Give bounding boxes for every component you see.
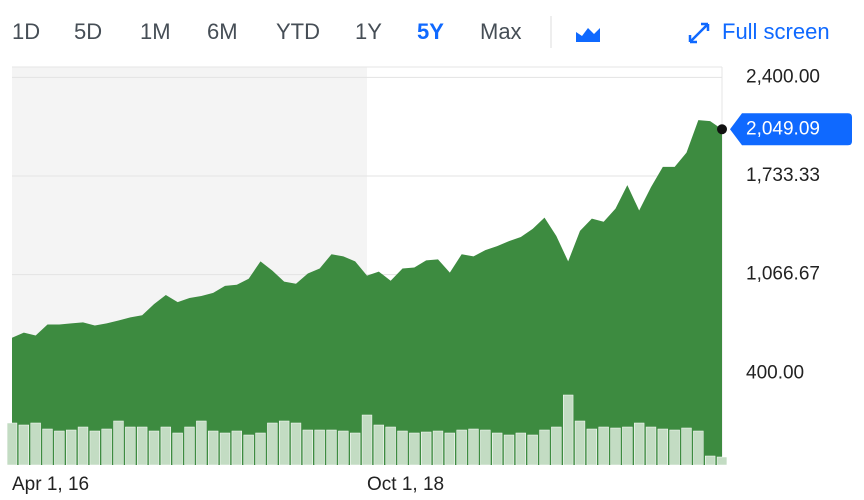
volume-bar <box>302 429 313 466</box>
volume-bar <box>397 430 408 466</box>
volume-bar <box>338 430 349 466</box>
volume-bar <box>468 428 479 466</box>
volume-bar <box>54 430 65 466</box>
volume-bar <box>716 456 728 466</box>
range-button[interactable]: 5D <box>74 19 102 44</box>
volume-bar <box>598 426 609 466</box>
volume-bar <box>208 430 219 466</box>
volume-bar <box>421 431 432 466</box>
volume-bar <box>196 420 207 466</box>
volume-bar <box>373 424 384 466</box>
volume-bar <box>645 426 657 466</box>
x-tick-label: Oct 1, 18 <box>367 474 444 495</box>
volume-bar <box>551 426 562 466</box>
volume-bar <box>669 429 680 466</box>
volume-bar <box>77 426 89 466</box>
volume-bar <box>634 422 645 466</box>
range-button[interactable]: 5Y <box>417 19 444 44</box>
range-button[interactable]: YTD <box>276 19 320 44</box>
volume-bar <box>409 432 420 466</box>
volume-bar <box>385 426 396 466</box>
volume-bar <box>219 432 231 466</box>
volume-bar <box>243 434 254 466</box>
volume-bar <box>137 426 148 466</box>
range-button[interactable]: 1D <box>12 19 40 44</box>
volume-bar <box>184 426 195 466</box>
last-price-label: 2,049.09 <box>746 118 820 139</box>
volume-bar <box>231 430 243 466</box>
volume-bar <box>290 422 302 466</box>
volume-bar <box>6 422 18 466</box>
volume-bar <box>622 426 633 466</box>
volume-bar <box>515 432 527 466</box>
chart-type-icon[interactable] <box>576 28 600 42</box>
volume-bar <box>503 434 515 466</box>
volume-bar <box>30 422 41 466</box>
volume-bar <box>350 432 361 466</box>
volume-bar <box>444 432 455 466</box>
volume-bar <box>539 429 550 466</box>
range-button[interactable]: 1M <box>140 19 171 44</box>
volume-bar <box>42 428 53 466</box>
volume-bar <box>125 426 136 466</box>
volume-bar <box>66 429 77 466</box>
last-point <box>717 124 727 135</box>
volume-bar <box>326 429 337 466</box>
fullscreen-icon[interactable] <box>688 22 710 44</box>
price-area <box>12 120 722 466</box>
volume-bar <box>101 428 112 466</box>
volume-bar <box>361 414 373 466</box>
volume-bar <box>432 430 444 466</box>
volume-bar <box>279 420 290 466</box>
volume-bar <box>172 432 183 466</box>
volume-bar <box>255 432 266 466</box>
volume-bar <box>657 428 669 466</box>
volume-bar <box>113 420 124 466</box>
range-button[interactable]: Max <box>480 19 522 44</box>
volume-bar <box>480 429 491 466</box>
volume-bar <box>681 427 692 466</box>
volume-bar <box>586 428 598 466</box>
volume-bar <box>527 434 538 466</box>
y-tick-label: 1,733.33 <box>746 165 820 186</box>
volume-bar <box>563 394 574 466</box>
volume-bar <box>693 430 704 466</box>
y-tick-label: 2,400.00 <box>746 66 820 87</box>
y-tick-label: 400.00 <box>746 362 804 383</box>
volume-bar <box>148 430 160 466</box>
fullscreen-button[interactable]: Full screen <box>722 19 830 44</box>
range-button[interactable]: 6M <box>207 19 238 44</box>
volume-bar <box>574 420 586 466</box>
volume-bar <box>267 422 278 466</box>
x-tick-label: Apr 1, 16 <box>12 474 89 495</box>
volume-bar <box>705 455 716 466</box>
volume-bar <box>89 430 100 466</box>
volume-bar <box>610 427 621 466</box>
range-button[interactable]: 1Y <box>355 19 382 44</box>
volume-bar <box>160 426 172 466</box>
volume-bar <box>314 429 325 466</box>
volume-bar <box>456 429 467 466</box>
volume-bar <box>18 424 29 466</box>
y-tick-label: 1,066.67 <box>746 264 820 285</box>
volume-bar <box>492 432 503 466</box>
price-tag <box>730 113 852 146</box>
